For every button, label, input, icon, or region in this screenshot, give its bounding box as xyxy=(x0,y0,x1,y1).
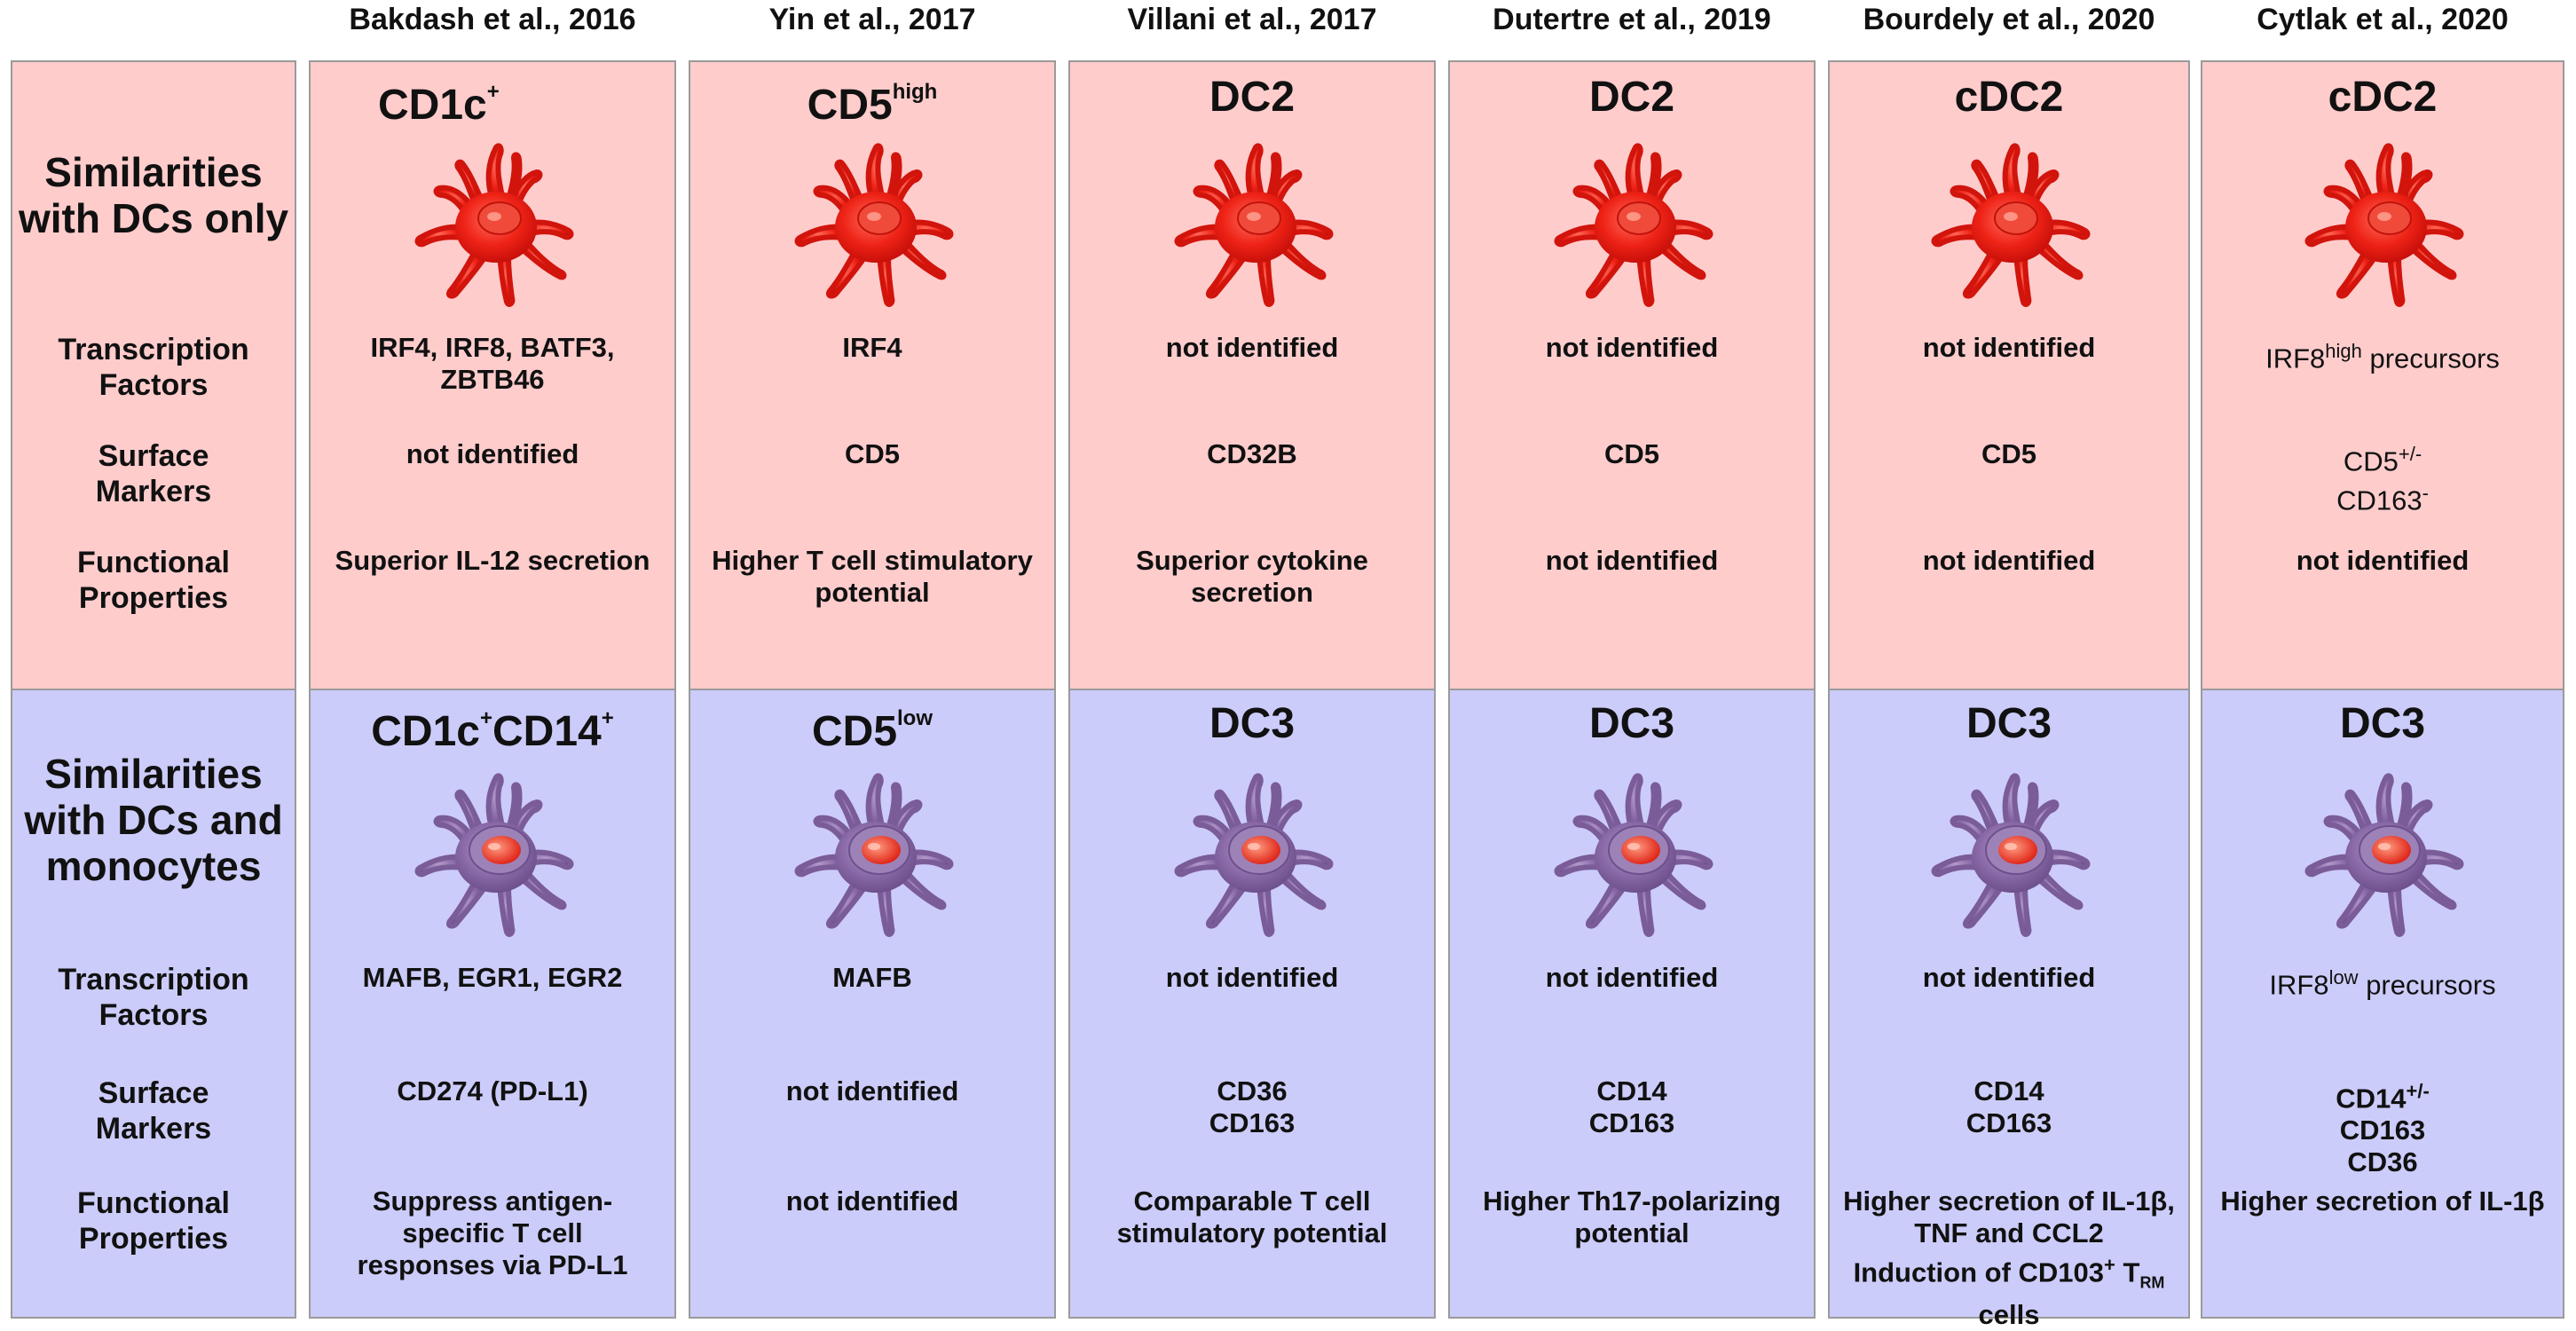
surface-markers-top: CD32B xyxy=(1207,438,1297,469)
transcription-factors-bottom: not identified xyxy=(1165,962,1339,993)
subtype-name-top: CD1c+ xyxy=(378,80,500,129)
subtype-name-bottom: DC3 xyxy=(1588,700,1675,747)
red-dendritic-cell-icon xyxy=(1543,138,1721,316)
surface-markers-top: CD5 xyxy=(1603,438,1659,469)
functional-properties-top: not identified xyxy=(1545,545,1719,576)
surface-markers-bottom: CD274 (PD-L1) xyxy=(397,1075,588,1107)
functional-properties-top: Superior IL-12 secretion xyxy=(335,545,650,576)
transcription-factors-bottom: IRF8low precursors xyxy=(2269,966,2496,1001)
column-header: Yin et al., 2017 xyxy=(768,3,976,36)
transcription-factors-bottom: not identified xyxy=(1922,962,2096,993)
transcription-factors-top: IRF4 xyxy=(842,332,902,363)
transcription-factors-top: IRF8high precursors xyxy=(2265,340,2500,374)
surface-markers-top: not identified xyxy=(406,438,579,469)
purple-dendritic-cell-icon xyxy=(784,768,961,946)
red-dendritic-cell-icon xyxy=(784,138,961,316)
column-header: Bourdely et al., 2020 xyxy=(1863,3,2155,36)
transcription-factors-top: not identified xyxy=(1165,332,1339,363)
subtype-name-bottom: CD5low xyxy=(811,706,934,755)
subtype-name-top: cDC2 xyxy=(1954,74,2064,121)
subtype-name-bottom: DC3 xyxy=(1965,700,2052,747)
functional-properties-bottom: not identified xyxy=(785,1185,959,1217)
subtype-name-bottom: DC3 xyxy=(1209,700,1296,747)
surface-markers-top: CD5+/- CD163- xyxy=(2336,443,2429,516)
red-dendritic-cell-icon xyxy=(1920,138,2098,316)
red-dendritic-cell-icon xyxy=(1163,138,1341,316)
functional-properties-bottom: Suppress antigen-specific T cell response… xyxy=(357,1185,628,1280)
functional-properties-bottom: Higher secretion of IL-1β, TNF and CCL2 In… xyxy=(1843,1185,2175,1330)
surface-markers-bottom: CD36 CD163 xyxy=(1209,1075,1296,1138)
transcription-factors-bottom: MAFB xyxy=(832,962,912,993)
purple-dendritic-cell-icon xyxy=(1543,768,1721,946)
functional-properties-bottom: Higher Th17-polarizing potential xyxy=(1483,1185,1781,1248)
column-header: Dutertre et al., 2019 xyxy=(1493,3,1771,36)
functional-properties-bottom: Comparable T cell stimulatory potential xyxy=(1116,1185,1388,1248)
surface-markers-bottom: not identified xyxy=(785,1075,959,1107)
functional-properties-top: not identified xyxy=(2296,545,2470,576)
label-surface-markers-top: Surface Markers xyxy=(95,439,212,508)
red-dendritic-cell-icon xyxy=(2294,138,2471,316)
purple-dendritic-cell-icon xyxy=(2294,768,2471,946)
column-top-bg xyxy=(689,60,1056,690)
surface-markers-top: CD5 xyxy=(844,438,900,469)
purple-dendritic-cell-icon xyxy=(1920,768,2098,946)
functional-properties-top: Superior cytokine secretion xyxy=(1136,545,1368,608)
subtype-name-bottom: DC3 xyxy=(2339,700,2426,747)
red-dendritic-cell-icon xyxy=(404,138,581,316)
subtype-name-bottom: CD1c+CD14+ xyxy=(371,706,614,755)
transcription-factors-bottom: MAFB, EGR1, EGR2 xyxy=(362,962,623,993)
label-column-top xyxy=(11,60,296,690)
column-header: Bakdash et al., 2016 xyxy=(349,3,636,36)
label-transcription-factors-top: Transcription Factors xyxy=(58,333,249,402)
purple-dendritic-cell-icon xyxy=(1163,768,1341,946)
purple-dendritic-cell-icon xyxy=(404,768,581,946)
transcription-factors-top: not identified xyxy=(1545,332,1719,363)
column-header: Villani et al., 2017 xyxy=(1127,3,1377,36)
subtype-name-top: DC2 xyxy=(1588,74,1675,121)
functional-properties-bottom: Higher secretion of IL-1β xyxy=(2220,1185,2545,1217)
transcription-factors-top: IRF4, IRF8, BATF3, ZBTB46 xyxy=(370,332,615,395)
functional-properties-top: Higher T cell stimulatory potential xyxy=(712,545,1033,608)
label-functional-properties-top: Functional Properties xyxy=(77,546,230,615)
row-group-label-dc-only: Similarities with DCs only xyxy=(18,149,289,241)
column-header: Cytlak et al., 2020 xyxy=(2257,3,2509,36)
column-top-bg xyxy=(2201,60,2564,690)
row-group-label-dc-monocytes: Similarities with DCs and monocytes xyxy=(24,751,283,889)
surface-markers-top: CD5 xyxy=(1981,438,2036,469)
surface-markers-bottom: CD14 CD163 xyxy=(1965,1075,2052,1138)
transcription-factors-bottom: not identified xyxy=(1545,962,1719,993)
subtype-name-top: cDC2 xyxy=(2328,74,2438,121)
functional-properties-top: not identified xyxy=(1922,545,2096,576)
subtype-name-top: DC2 xyxy=(1209,74,1296,121)
label-transcription-factors-bottom: Transcription Factors xyxy=(58,963,249,1032)
transcription-factors-top: not identified xyxy=(1922,332,2096,363)
label-surface-markers-bottom: Surface Markers xyxy=(95,1076,212,1146)
label-column-bottom xyxy=(11,689,296,1319)
surface-markers-bottom: CD14 CD163 xyxy=(1588,1075,1675,1138)
subtype-name-top: CD5high xyxy=(807,80,938,129)
surface-markers-bottom: CD14+/- CD163 CD36 xyxy=(2336,1080,2430,1178)
label-functional-properties-bottom: Functional Properties xyxy=(77,1186,230,1256)
